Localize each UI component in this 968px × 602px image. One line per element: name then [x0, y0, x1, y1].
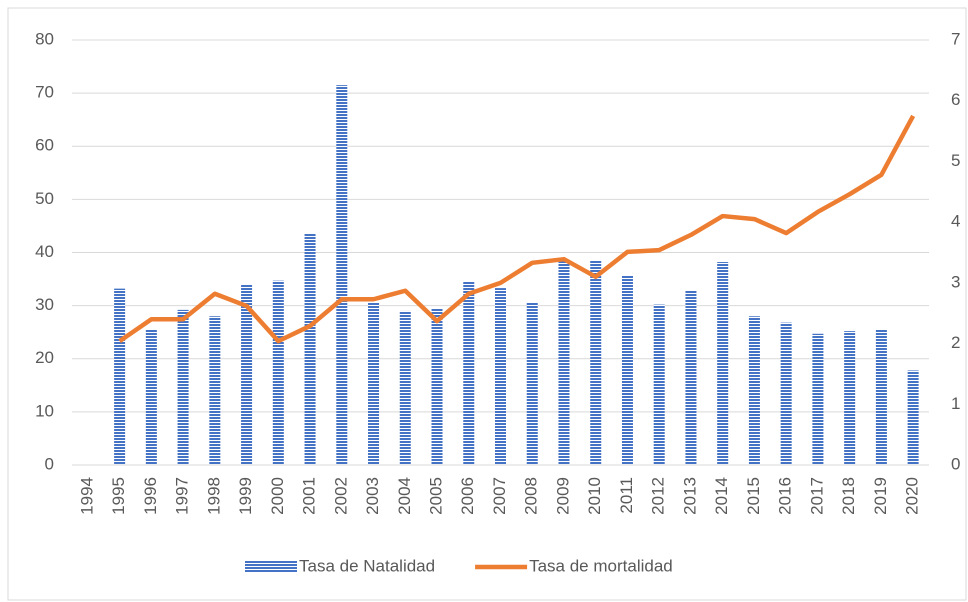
- x-tick-label: 2009: [553, 477, 572, 515]
- bar: [241, 284, 253, 465]
- y2-tick-label: 0: [951, 454, 960, 473]
- bar: [812, 333, 824, 465]
- bar: [621, 275, 633, 465]
- bar: [272, 280, 284, 465]
- x-tick-label: 2000: [268, 477, 287, 515]
- bar: [590, 260, 602, 465]
- x-tick-label: 1994: [77, 477, 96, 515]
- legend-label: Tasa de Natalidad: [299, 556, 435, 575]
- bar: [558, 260, 570, 465]
- x-tick-label: 1999: [236, 477, 255, 515]
- y-tick-label: 80: [35, 29, 54, 48]
- y2-tick-label: 2: [951, 333, 960, 352]
- chart-frame: [7, 7, 967, 601]
- bar: [748, 316, 760, 465]
- y-tick-label: 0: [45, 454, 54, 473]
- x-tick-label: 2017: [807, 477, 826, 515]
- x-tick-label: 2010: [585, 477, 604, 515]
- bar: [685, 290, 697, 465]
- x-tick-label: 2013: [680, 477, 699, 515]
- x-tick-label: 2005: [427, 477, 446, 515]
- bar: [399, 310, 411, 465]
- x-tick-label: 2011: [617, 477, 636, 514]
- bar: [209, 316, 221, 465]
- x-tick-label: 2006: [458, 477, 477, 515]
- x-tick-label: 2001: [300, 477, 319, 515]
- y-tick-label: 40: [35, 242, 54, 261]
- y-tick-label: 20: [35, 348, 54, 367]
- y2-tick-label: 4: [951, 212, 960, 231]
- bar: [431, 308, 443, 465]
- bar: [717, 262, 729, 465]
- y-tick-label: 10: [35, 401, 54, 420]
- bar: [907, 370, 919, 465]
- y2-tick-label: 7: [951, 29, 960, 48]
- bar: [463, 281, 475, 465]
- bar: [495, 288, 506, 465]
- bar: [875, 329, 887, 465]
- bar: [526, 302, 538, 465]
- legend-swatch: [245, 561, 297, 573]
- bar: [145, 329, 157, 465]
- y2-tick-label: 5: [951, 151, 960, 170]
- bar: [368, 302, 380, 465]
- x-tick-label: 1995: [109, 477, 128, 515]
- y-tick-label: 60: [35, 136, 54, 155]
- x-tick-label: 1998: [204, 477, 223, 515]
- bar: [653, 304, 665, 465]
- x-tick-label: 2012: [649, 477, 668, 515]
- bar: [780, 322, 792, 465]
- bar: [114, 288, 126, 465]
- line-series: [118, 114, 916, 344]
- x-tick-label: 2019: [871, 477, 890, 515]
- x-tick-label: 1997: [173, 477, 192, 515]
- x-tick-label: 2002: [331, 477, 350, 515]
- x-tick-label: 2003: [363, 477, 382, 515]
- y2-tick-label: 6: [951, 90, 960, 109]
- x-tick-label: 2020: [903, 477, 922, 515]
- bar: [336, 85, 348, 465]
- x-tick-label: 2004: [395, 477, 414, 515]
- x-tick-label: 2016: [776, 477, 795, 515]
- bar: [844, 331, 856, 465]
- y-tick-label: 30: [35, 295, 54, 314]
- x-tick-label: 2007: [490, 477, 509, 515]
- x-tick-label: 2015: [744, 477, 763, 515]
- x-tick-label: 1996: [141, 477, 160, 515]
- y2-tick-label: 1: [951, 394, 960, 413]
- x-tick-label: 2014: [712, 477, 731, 515]
- bar: [304, 233, 316, 465]
- bar: [177, 309, 189, 465]
- y-tick-label: 50: [35, 189, 54, 208]
- x-tick-label: 2018: [839, 477, 858, 515]
- y2-tick-label: 3: [951, 272, 960, 291]
- y-tick-label: 70: [35, 83, 54, 102]
- legend-label: Tasa de mortalidad: [529, 556, 673, 575]
- x-tick-label: 2008: [522, 477, 541, 515]
